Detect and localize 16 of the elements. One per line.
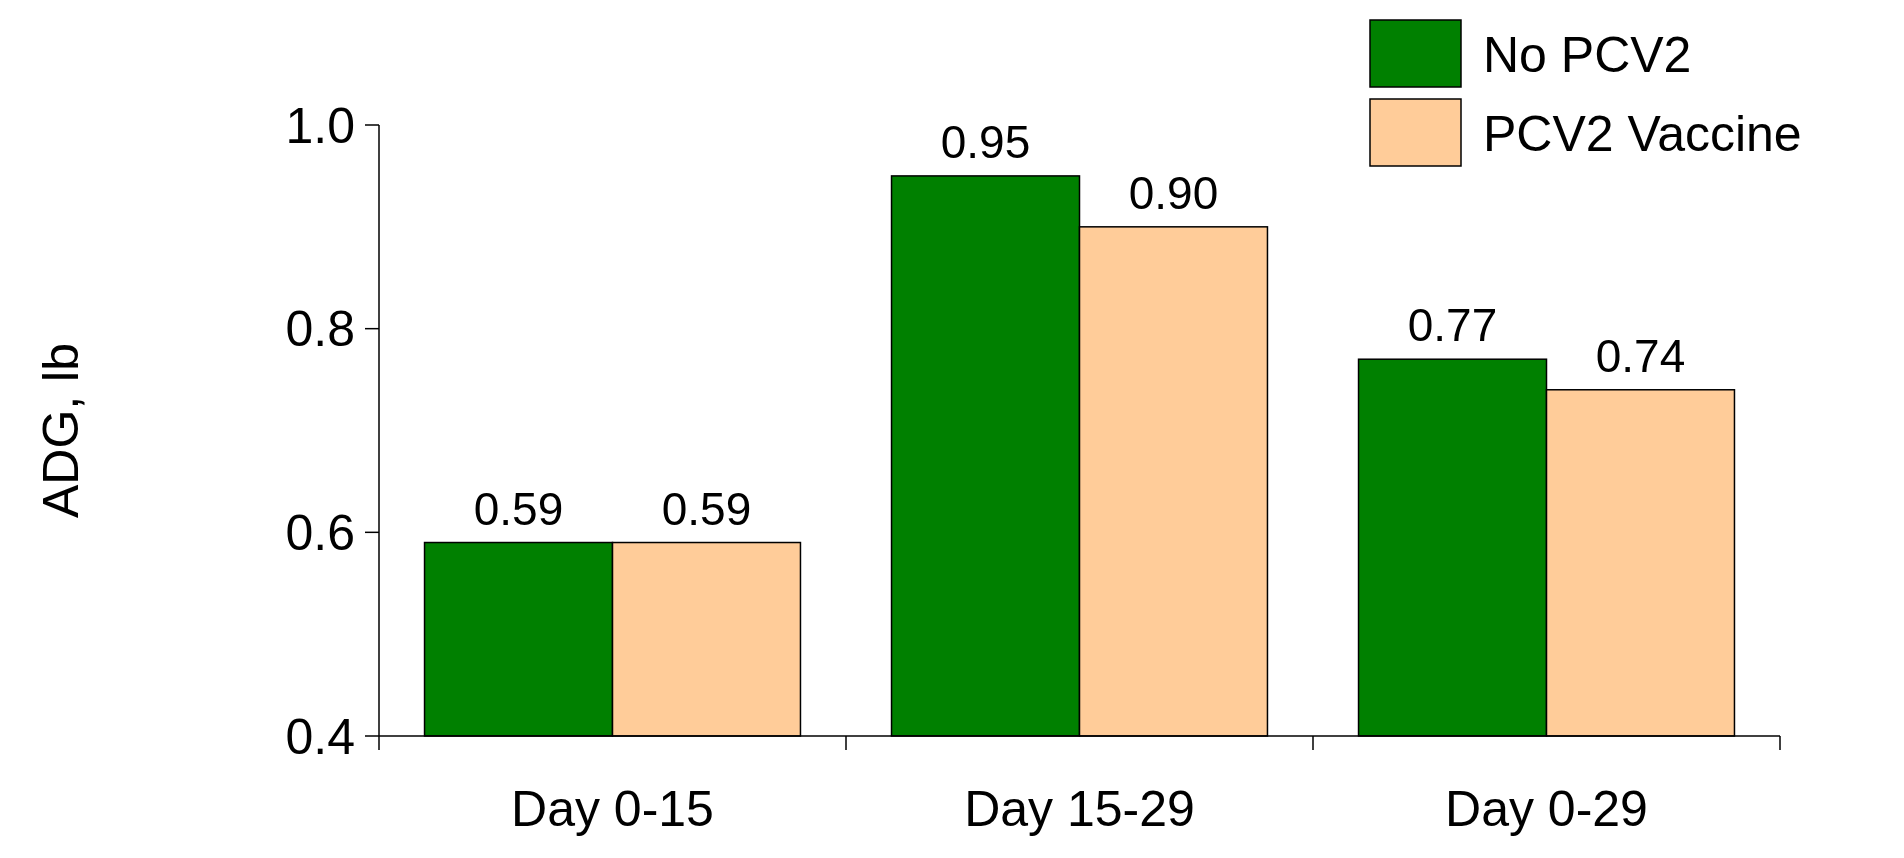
x-tick-label: Day 0-29 <box>1445 781 1648 837</box>
x-tick-label: Day 15-29 <box>964 781 1195 837</box>
data-label: 0.77 <box>1407 299 1498 352</box>
y-tick-label: 0.6 <box>285 504 355 561</box>
y-axis-title: ADG, lb <box>33 342 89 519</box>
data-label: 0.95 <box>940 115 1031 168</box>
data-label: 0.90 <box>1128 166 1219 219</box>
data-label: 0.59 <box>473 482 564 535</box>
legend-label: No PCV2 <box>1483 26 1692 83</box>
y-tick-label: 1.0 <box>285 97 355 154</box>
y-tick-label: 0.8 <box>285 301 355 358</box>
legend-label: PCV2 Vaccine <box>1483 105 1802 162</box>
data-label: 0.59 <box>661 482 752 535</box>
y-tick-label: 0.4 <box>285 708 355 765</box>
x-tick-label: Day 0-15 <box>511 781 714 837</box>
data-label: 0.74 <box>1595 329 1686 382</box>
